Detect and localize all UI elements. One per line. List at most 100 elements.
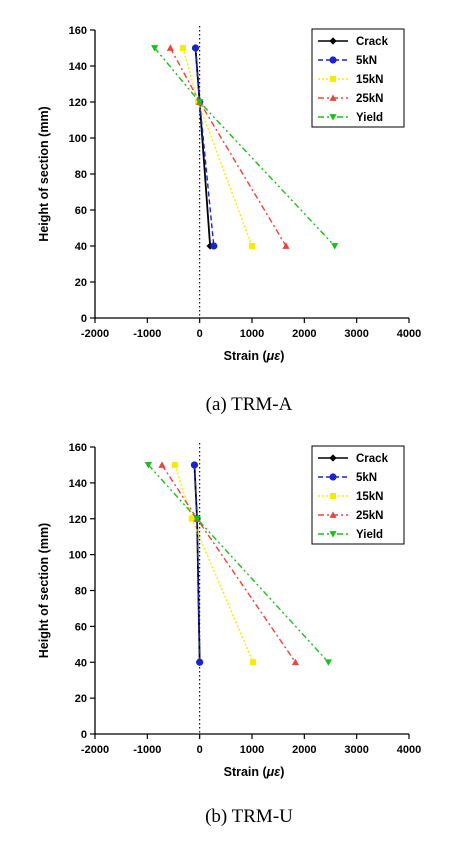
chart-2-series-25kn (158, 461, 300, 666)
chart-1-series-15kn (179, 44, 256, 250)
chart-2-legend-marker (329, 473, 337, 481)
chart-1-y-tick-label: 120 (69, 97, 87, 109)
chart-1-legend: Crack 5kN 15kN 25kN Yield (311, 28, 405, 128)
chart-1-y-tick-label: 100 (69, 133, 87, 145)
chart-1-x-tick-label: 2000 (292, 328, 316, 340)
chart-2-y-tick-label: 80 (75, 586, 87, 598)
chart-1: 0 20 40 60 80 100 120 140 160 -2000 -1000 0 1000 2000… (37, 25, 421, 415)
chart-2-y-tick-label: 20 (75, 693, 87, 705)
chart-1-data-point (210, 242, 218, 250)
chart-1-data-point (196, 99, 204, 106)
chart-2-legend-label: 25kN (356, 510, 384, 522)
chart-2-series-crack (190, 461, 204, 666)
chart-1-x-axis-label: Strain (με) (224, 349, 285, 363)
chart-2-series-line (193, 464, 201, 663)
chart-2-series-line (193, 464, 201, 663)
chart-1-legend-label: 15kN (356, 74, 384, 86)
chart-2-data-point (196, 658, 204, 666)
chart-2-x-tick-label: 1000 (240, 744, 264, 756)
chart-1-y-tick-label: 0 (81, 313, 87, 325)
chart-1-series-line (169, 47, 287, 247)
chart-1-x-tick-label: -2000 (81, 328, 109, 340)
chart-1-x-tick-label: 3000 (344, 328, 368, 340)
chart-1-legend-box (311, 28, 405, 128)
chart-1-data-point (151, 45, 159, 52)
chart-2-series-line (174, 464, 254, 663)
chart-1-y-tick-label: 160 (69, 25, 87, 37)
chart-2-data-point (249, 659, 257, 666)
chart-2-y-tick-label: 140 (69, 478, 87, 490)
chart-2-y-tick-label: 60 (75, 621, 87, 633)
chart-1-y-tick-label: 60 (75, 205, 87, 217)
chart-1-y-tick-label: 80 (75, 169, 87, 181)
chart-1-series-5kn (191, 44, 218, 250)
chart-2-y-tick-label: 0 (81, 729, 87, 741)
chart-2-legend-label: Yield (356, 529, 383, 541)
chart-1-series-yield (151, 45, 339, 250)
chart-1-y-axis-label: Height of section (mm) (37, 106, 51, 241)
chart-1-x-tick-label: 0 (197, 328, 203, 340)
chart-2-x-tick-label: -1000 (133, 744, 161, 756)
chart-2-x-tick-label: -2000 (81, 744, 109, 756)
chart-1-legend-marker (329, 75, 337, 83)
chart-2-legend-label: 15kN (356, 491, 384, 503)
chart-2-data-point (144, 462, 152, 469)
chart-1-legend-label: 25kN (356, 93, 384, 105)
chart-2-legend-marker (329, 531, 337, 538)
chart-2-series-line (147, 464, 329, 663)
chart-2-data-point (172, 461, 179, 468)
chart-2-series-line (161, 464, 297, 663)
chart-2-legend-label: Crack (356, 453, 389, 465)
chart-2-y-axis-label: Height of section (mm) (37, 523, 51, 658)
chart-1-series-line (194, 47, 212, 247)
chart-2-data-point (188, 515, 195, 522)
chart-2-y-tick-label: 40 (75, 657, 87, 669)
chart-2-data-point (291, 658, 300, 666)
chart-1-y-tick-label: 140 (69, 61, 87, 73)
chart-2-legend-marker (329, 492, 337, 500)
chart-2-y-tick-label: 100 (69, 550, 87, 562)
chart-2-x-axis-label: Strain (με) (224, 765, 285, 779)
chart-1-x-tick-label: -1000 (133, 328, 161, 340)
chart-2-data-point (193, 515, 201, 523)
chart-1-series-25kn (166, 44, 290, 249)
chart-1-data-point (166, 44, 174, 51)
chart-1-data-point (191, 44, 200, 52)
chart-1-data-point (248, 242, 256, 250)
chart-2-data-point (190, 461, 199, 469)
chart-1-data-point (282, 242, 290, 249)
chart-2-legend-marker (329, 511, 337, 518)
chart-1-legend-marker (329, 94, 337, 101)
chart-2-x-tick-label: 3000 (344, 744, 368, 756)
chart-2-series-15kn (172, 461, 257, 666)
chart-1-y-tick-label: 20 (75, 277, 87, 289)
chart-2-x-tick-label: 4000 (397, 744, 421, 756)
chart-1-legend-marker (329, 37, 337, 45)
chart-2-caption: (b) TRM-U (205, 806, 293, 827)
chart-2-x-tick-label: 0 (197, 744, 203, 756)
chart-2-data-point (158, 461, 166, 468)
chart-2-legend-marker (329, 454, 337, 462)
chart-1-y-tick-label: 40 (75, 241, 87, 253)
chart-2-y-tick-label: 160 (69, 442, 87, 454)
chart-1-x-tick-label: 4000 (397, 328, 421, 340)
chart-2-data-point (324, 659, 333, 666)
chart-1-legend-label: Yield (356, 112, 383, 124)
chart-2-series-yield (144, 462, 333, 666)
chart-2-legend-label: 5kN (356, 472, 377, 484)
chart-2: 0 20 40 60 80 100 120 140 160 -2000 -1000 0 1000 2000… (37, 442, 421, 827)
chart-2-legend: Crack 5kN 15kN 25kN Yield (311, 445, 405, 545)
chart-2-legend-box (311, 445, 405, 545)
chart-2-x-tick-label: 2000 (292, 744, 316, 756)
chart-1-legend-marker (329, 114, 337, 121)
chart-1-series-line (194, 47, 215, 247)
chart-1-series-line (182, 47, 253, 247)
chart-1-x-tick-label: 1000 (240, 328, 264, 340)
chart-1-caption: (a) TRM-A (206, 394, 293, 415)
chart-1-legend-label: Crack (356, 36, 389, 48)
chart-1-data-point (179, 44, 186, 52)
chart-1-legend-label: 5kN (356, 55, 377, 67)
chart-1-legend-marker (329, 56, 337, 64)
chart-1-data-point (331, 243, 339, 250)
